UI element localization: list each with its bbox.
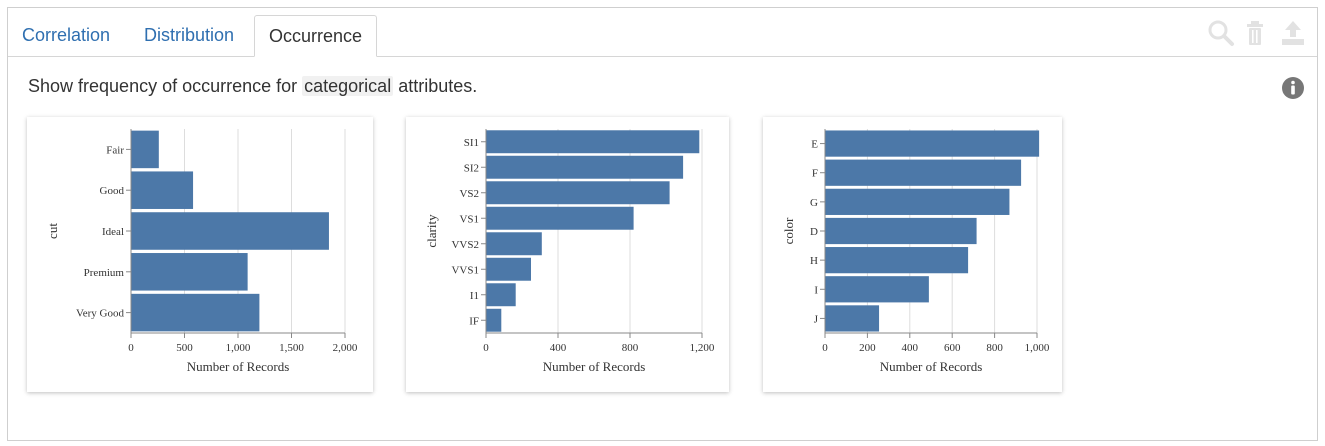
x-tick-label: 1,500 bbox=[279, 342, 304, 354]
x-tick-label: 600 bbox=[944, 342, 961, 354]
bar-g bbox=[825, 188, 1010, 215]
tab-distribution[interactable]: Distribution bbox=[144, 25, 235, 45]
category-label: F bbox=[812, 168, 818, 180]
x-tick-label: 1,000 bbox=[1025, 342, 1050, 354]
x-tick-label: 200 bbox=[859, 342, 876, 354]
category-label: Ideal bbox=[102, 226, 124, 238]
bar-vvs1 bbox=[486, 257, 531, 281]
upload-icon[interactable] bbox=[1279, 19, 1307, 47]
x-tick-label: 400 bbox=[550, 342, 567, 354]
category-label: D bbox=[810, 226, 818, 238]
x-tick-label: 1,000 bbox=[226, 342, 251, 354]
bar-good bbox=[131, 171, 194, 209]
bar-if bbox=[486, 308, 502, 332]
category-label: IF bbox=[469, 315, 479, 327]
x-tick-label: 2,000 bbox=[333, 342, 358, 354]
bar-premium bbox=[131, 253, 248, 291]
bar-e bbox=[825, 130, 1040, 157]
x-axis-title: Number of Records bbox=[880, 359, 983, 374]
chart-svg: SI1 SI2 VS2 VS1 VVS2 VVS1 I1 IF 0 400 800 1,200 Numb… bbox=[424, 129, 715, 374]
bar-vvs2 bbox=[486, 232, 542, 256]
toolbar bbox=[1207, 19, 1307, 47]
category-label: Good bbox=[100, 185, 125, 197]
trash-icon[interactable] bbox=[1243, 19, 1271, 47]
category-label: VVS1 bbox=[451, 264, 479, 276]
category-label: SI1 bbox=[464, 137, 479, 149]
bar-d bbox=[825, 217, 977, 245]
chart-svg: Fair Good Ideal Premium Very Good 0 500 1,000 1,… bbox=[45, 129, 358, 374]
category-label: SI2 bbox=[464, 162, 479, 174]
x-axis-title: Number of Records bbox=[543, 359, 646, 374]
chart-svg: E F G D H I J 0 200 400 600 800 1,000 Number of Recor… bbox=[781, 129, 1050, 374]
description-suffix: attributes. bbox=[393, 76, 478, 96]
category-label: I1 bbox=[470, 290, 479, 302]
bar-h bbox=[825, 247, 969, 274]
category-label: I bbox=[814, 284, 818, 296]
x-tick-label: 1,200 bbox=[690, 342, 715, 354]
x-tick-label: 0 bbox=[483, 342, 489, 354]
category-label: VVS2 bbox=[451, 239, 479, 251]
category-label: VS2 bbox=[459, 188, 479, 200]
bar-j bbox=[825, 305, 880, 332]
category-label: Very Good bbox=[76, 308, 124, 320]
x-axis-title: Number of Records bbox=[187, 359, 290, 374]
x-tick-label: 800 bbox=[986, 342, 1003, 354]
bar-si1 bbox=[486, 130, 700, 154]
occurrence-panel: Correlation Distribution Occurrence Show… bbox=[7, 7, 1318, 441]
x-tick-label: 500 bbox=[176, 342, 193, 354]
search-icon[interactable] bbox=[1207, 19, 1235, 47]
tab-correlation[interactable]: Correlation bbox=[22, 25, 111, 45]
bar-ideal bbox=[131, 212, 329, 250]
category-label: G bbox=[810, 197, 818, 209]
bar-f bbox=[825, 159, 1022, 186]
bar-very-good bbox=[131, 293, 260, 332]
bar-si2 bbox=[486, 155, 684, 179]
tab-occurrence[interactable]: Occurrence bbox=[254, 15, 378, 57]
x-tick-label: 800 bbox=[622, 342, 639, 354]
category-label: Premium bbox=[84, 267, 125, 279]
x-tick-label: 400 bbox=[902, 342, 919, 354]
description-prefix: Show frequency of occurrence for bbox=[28, 76, 303, 96]
bar-vs1 bbox=[486, 206, 634, 230]
y-axis-title: cut bbox=[45, 223, 60, 239]
chart-card-cut: Fair Good Ideal Premium Very Good 0 500 1,000 1,… bbox=[27, 117, 373, 392]
description-keyword: categorical bbox=[302, 76, 394, 96]
category-label: H bbox=[810, 255, 818, 267]
y-axis-title: clarity bbox=[424, 214, 439, 248]
x-tick-label: 0 bbox=[128, 342, 134, 354]
bar-i1 bbox=[486, 283, 516, 307]
chart-card-color: E F G D H I J 0 200 400 600 800 1,000 Number of Recor… bbox=[763, 117, 1062, 392]
category-label: E bbox=[811, 139, 818, 151]
chart-card-clarity: SI1 SI2 VS2 VS1 VVS2 VVS1 I1 IF 0 400 800 1,200 Numb… bbox=[406, 117, 729, 392]
y-axis-title: color bbox=[781, 217, 796, 244]
description: Show frequency of occurrence for categor… bbox=[28, 76, 477, 97]
bar-fair bbox=[131, 130, 159, 169]
tab-bar: Correlation Distribution Occurrence bbox=[8, 8, 1317, 57]
bar-i bbox=[825, 276, 929, 303]
category-label: J bbox=[814, 313, 819, 325]
bar-vs2 bbox=[486, 181, 670, 205]
info-icon[interactable] bbox=[1281, 76, 1305, 100]
category-label: VS1 bbox=[459, 213, 479, 225]
x-tick-label: 0 bbox=[822, 342, 828, 354]
category-label: Fair bbox=[106, 144, 124, 156]
